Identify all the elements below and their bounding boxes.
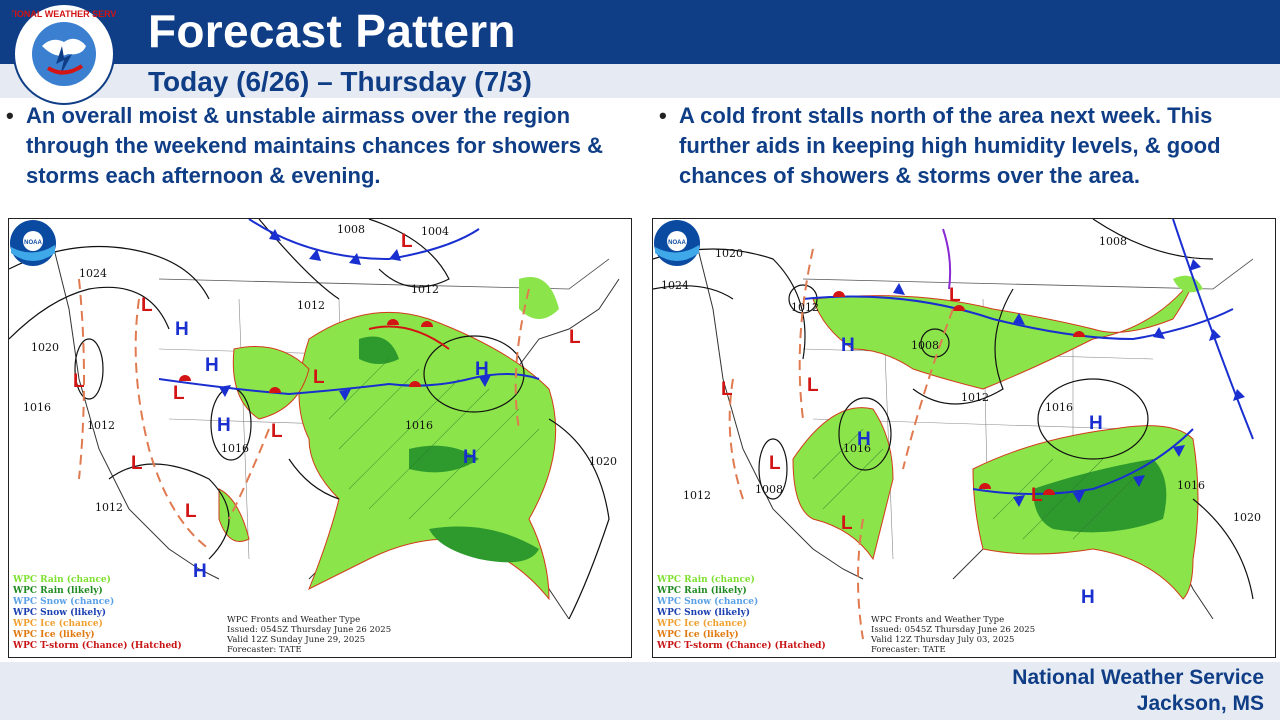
svg-text:1020: 1020 [715,247,743,260]
svg-text:1016: 1016 [23,401,51,414]
svg-text:H: H [463,447,477,468]
map-legend: WPC Rain (chance) WPC Rain (likely) WPC … [13,575,182,651]
svg-text:L: L [569,327,581,348]
svg-text:1016: 1016 [405,419,433,432]
svg-text:H: H [1089,413,1103,434]
svg-text:1016: 1016 [1177,479,1205,492]
subtitle-band [0,64,1280,98]
svg-text:1008: 1008 [1099,235,1127,248]
svg-text:1020: 1020 [31,341,59,354]
svg-text:1020: 1020 [1233,511,1261,524]
svg-text:1008: 1008 [337,223,365,236]
svg-text:L: L [173,383,185,404]
svg-text:1012: 1012 [95,501,123,514]
svg-text:1012: 1012 [961,391,989,404]
svg-text:H: H [857,429,871,450]
office-name: National Weather Service [1012,666,1264,689]
forecast-map-left: 1024 1020 1016 1012 1008 1004 1012 1016 … [8,218,632,658]
svg-text:H: H [175,319,189,340]
svg-text:1024: 1024 [79,267,107,280]
svg-text:1008: 1008 [911,339,939,352]
bullet-right: • A cold front stalls north of the area … [659,101,1269,191]
map-left-graphic: 1024 1020 1016 1012 1008 1004 1012 1016 … [9,219,620,620]
svg-text:H: H [1081,587,1095,608]
svg-text:NOAA: NOAA [24,240,42,246]
noaa-logo: NOAA [10,220,56,266]
page-title: Forecast Pattern [148,5,516,57]
svg-text:1024: 1024 [661,279,689,292]
footer-band [0,662,1280,720]
map-info: WPC Fronts and Weather Type Issued: 0545… [227,615,392,655]
svg-text:NOAA: NOAA [668,240,686,246]
bullet-left: • An overall moist & unstable airmass ov… [6,101,626,191]
bullet-dot: • [6,103,14,128]
nws-logo: NATIONAL WEATHER SERVICE [12,3,116,105]
page-subtitle: Today (6/26) – Thursday (7/3) [148,66,532,97]
svg-text:L: L [313,367,325,388]
map-info: WPC Fronts and Weather Type Issued: 0545… [871,615,1036,655]
bullet-right-text: A cold front stalls north of the area ne… [679,103,1221,188]
bullet-left-text: An overall moist & unstable airmass over… [26,103,604,188]
svg-text:L: L [1031,485,1043,506]
svg-text:L: L [141,295,153,316]
svg-text:1016: 1016 [1045,401,1073,414]
svg-text:1012: 1012 [791,301,819,314]
map-legend: WPC Rain (chance) WPC Rain (likely) WPC … [657,575,826,651]
svg-text:H: H [217,415,231,436]
svg-text:L: L [769,453,781,474]
header-bar [0,0,1280,64]
office-location: Jackson, MS [1136,692,1264,715]
svg-text:L: L [131,453,143,474]
svg-text:L: L [271,421,283,442]
svg-text:1012: 1012 [297,299,325,312]
svg-text:L: L [73,371,85,392]
svg-text:H: H [205,355,219,376]
noaa-logo: NOAA [654,220,700,266]
svg-text:1012: 1012 [411,283,439,296]
svg-text:L: L [721,379,733,400]
map-right-graphic: 1020 1024 1012 1008 1008 1012 1016 1016 … [653,219,1261,640]
svg-text:L: L [807,375,819,396]
bullet-dot: • [659,103,667,128]
svg-text:L: L [185,501,197,522]
svg-text:1020: 1020 [589,455,617,468]
svg-text:H: H [475,359,489,380]
svg-text:1008: 1008 [755,483,783,496]
svg-text:L: L [401,231,413,252]
svg-text:1012: 1012 [87,419,115,432]
svg-text:L: L [841,513,853,534]
svg-text:H: H [841,335,855,356]
svg-text:1012: 1012 [683,489,711,502]
svg-text:L: L [949,285,961,306]
office-signature: National Weather Service Jackson, MS [1012,665,1264,717]
svg-text:NATIONAL WEATHER SERVICE: NATIONAL WEATHER SERVICE [12,9,116,19]
svg-text:1016: 1016 [843,442,871,455]
svg-text:1004: 1004 [421,225,449,238]
svg-text:H: H [193,561,207,582]
svg-text:1016: 1016 [221,442,249,455]
forecast-map-right: 1020 1024 1012 1008 1008 1012 1016 1016 … [652,218,1276,658]
